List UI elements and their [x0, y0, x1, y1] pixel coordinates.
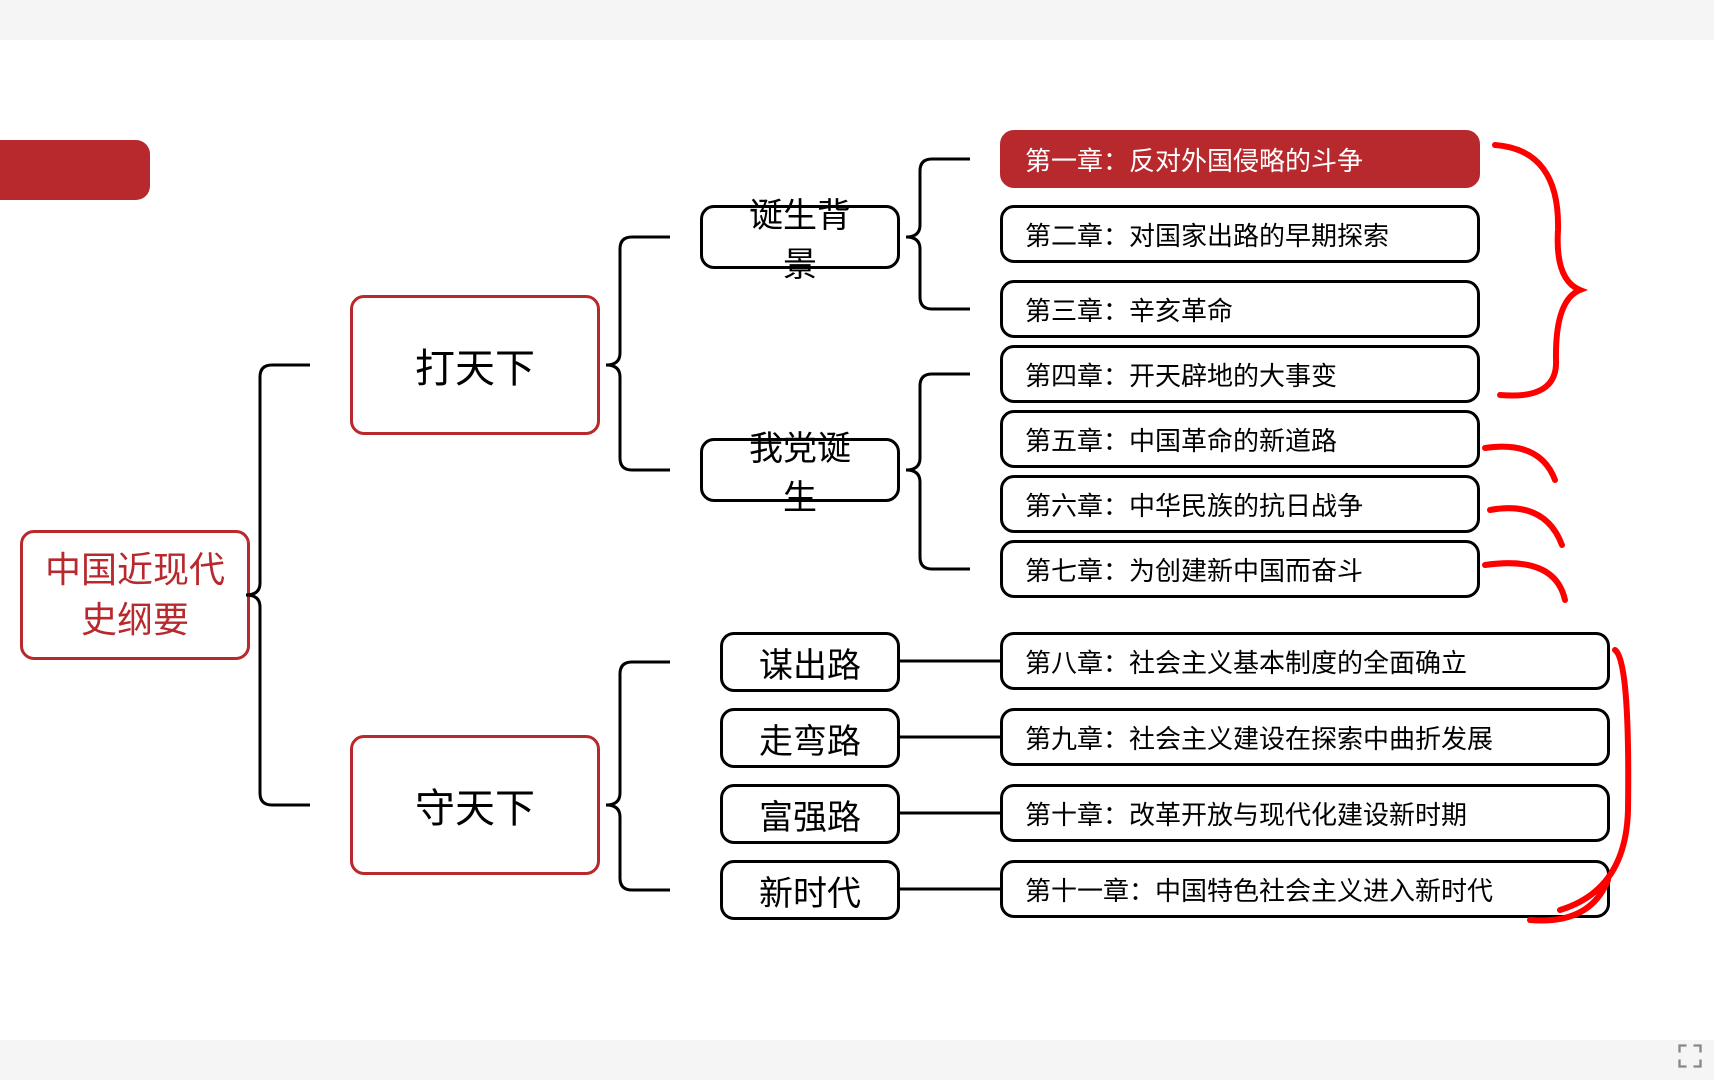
node-label: 第九章：社会主义建设在探索中曲折发展: [1025, 719, 1493, 756]
node-label: 走弯路: [759, 714, 861, 763]
node-诞生背景: 诞生背景: [700, 205, 900, 269]
node-label: 第一章：反对外国侵略的斗争: [1025, 141, 1363, 178]
node-ch7: 第七章：为创建新中国而奋斗: [1000, 540, 1480, 598]
node-ch2: 第二章：对国家出路的早期探索: [1000, 205, 1480, 263]
node-ch11: 第十一章：中国特色社会主义进入新时代: [1000, 860, 1610, 918]
node-新时代: 新时代: [720, 860, 900, 920]
node-ch9: 第九章：社会主义建设在探索中曲折发展: [1000, 708, 1610, 766]
root-node: 中国近现代 史纲要: [20, 530, 250, 660]
node-label: 我党诞生: [733, 421, 867, 519]
node-ch10: 第十章：改革开放与现代化建设新时期: [1000, 784, 1610, 842]
node-label: 第四章：开天辟地的大事变: [1025, 356, 1337, 393]
node-label: 第八章：社会主义基本制度的全面确立: [1025, 643, 1467, 680]
node-ch8: 第八章：社会主义基本制度的全面确立: [1000, 632, 1610, 690]
node-走弯路: 走弯路: [720, 708, 900, 768]
node-谋出路: 谋出路: [720, 632, 900, 692]
node-label: 第十一章：中国特色社会主义进入新时代: [1025, 871, 1493, 908]
node-label: 第十章：改革开放与现代化建设新时期: [1025, 795, 1467, 832]
node-label: 第二章：对国家出路的早期探索: [1025, 216, 1389, 253]
root-label: 中国近现代 史纲要: [41, 545, 229, 646]
corner-tab: [0, 140, 150, 200]
node-ch5: 第五章：中国革命的新道路: [1000, 410, 1480, 468]
node-ch3: 第三章：辛亥革命: [1000, 280, 1480, 338]
node-label: 新时代: [759, 866, 861, 915]
node-ch4: 第四章：开天辟地的大事变: [1000, 345, 1480, 403]
node-我党诞生: 我党诞生: [700, 438, 900, 502]
node-label: 富强路: [759, 790, 861, 839]
node-label: 守天下: [415, 776, 535, 834]
node-label: 打天下: [415, 336, 535, 394]
node-守天下: 守天下: [350, 735, 600, 875]
diagram-canvas: 中国近现代 史纲要 打天下守天下 诞生背景我党诞生谋出路走弯路富强路新时代 第一章：…: [0, 40, 1714, 1040]
node-打天下: 打天下: [350, 295, 600, 435]
node-label: 第五章：中国革命的新道路: [1025, 421, 1337, 458]
node-label: 第六章：中华民族的抗日战争: [1025, 486, 1363, 523]
node-label: 诞生背景: [733, 188, 867, 286]
node-富强路: 富强路: [720, 784, 900, 844]
node-label: 第三章：辛亥革命: [1025, 291, 1233, 328]
node-label: 第七章：为创建新中国而奋斗: [1025, 551, 1363, 588]
node-ch6: 第六章：中华民族的抗日战争: [1000, 475, 1480, 533]
node-ch1: 第一章：反对外国侵略的斗争: [1000, 130, 1480, 188]
node-label: 谋出路: [759, 638, 861, 687]
fullscreen-icon[interactable]: [1676, 1042, 1704, 1070]
